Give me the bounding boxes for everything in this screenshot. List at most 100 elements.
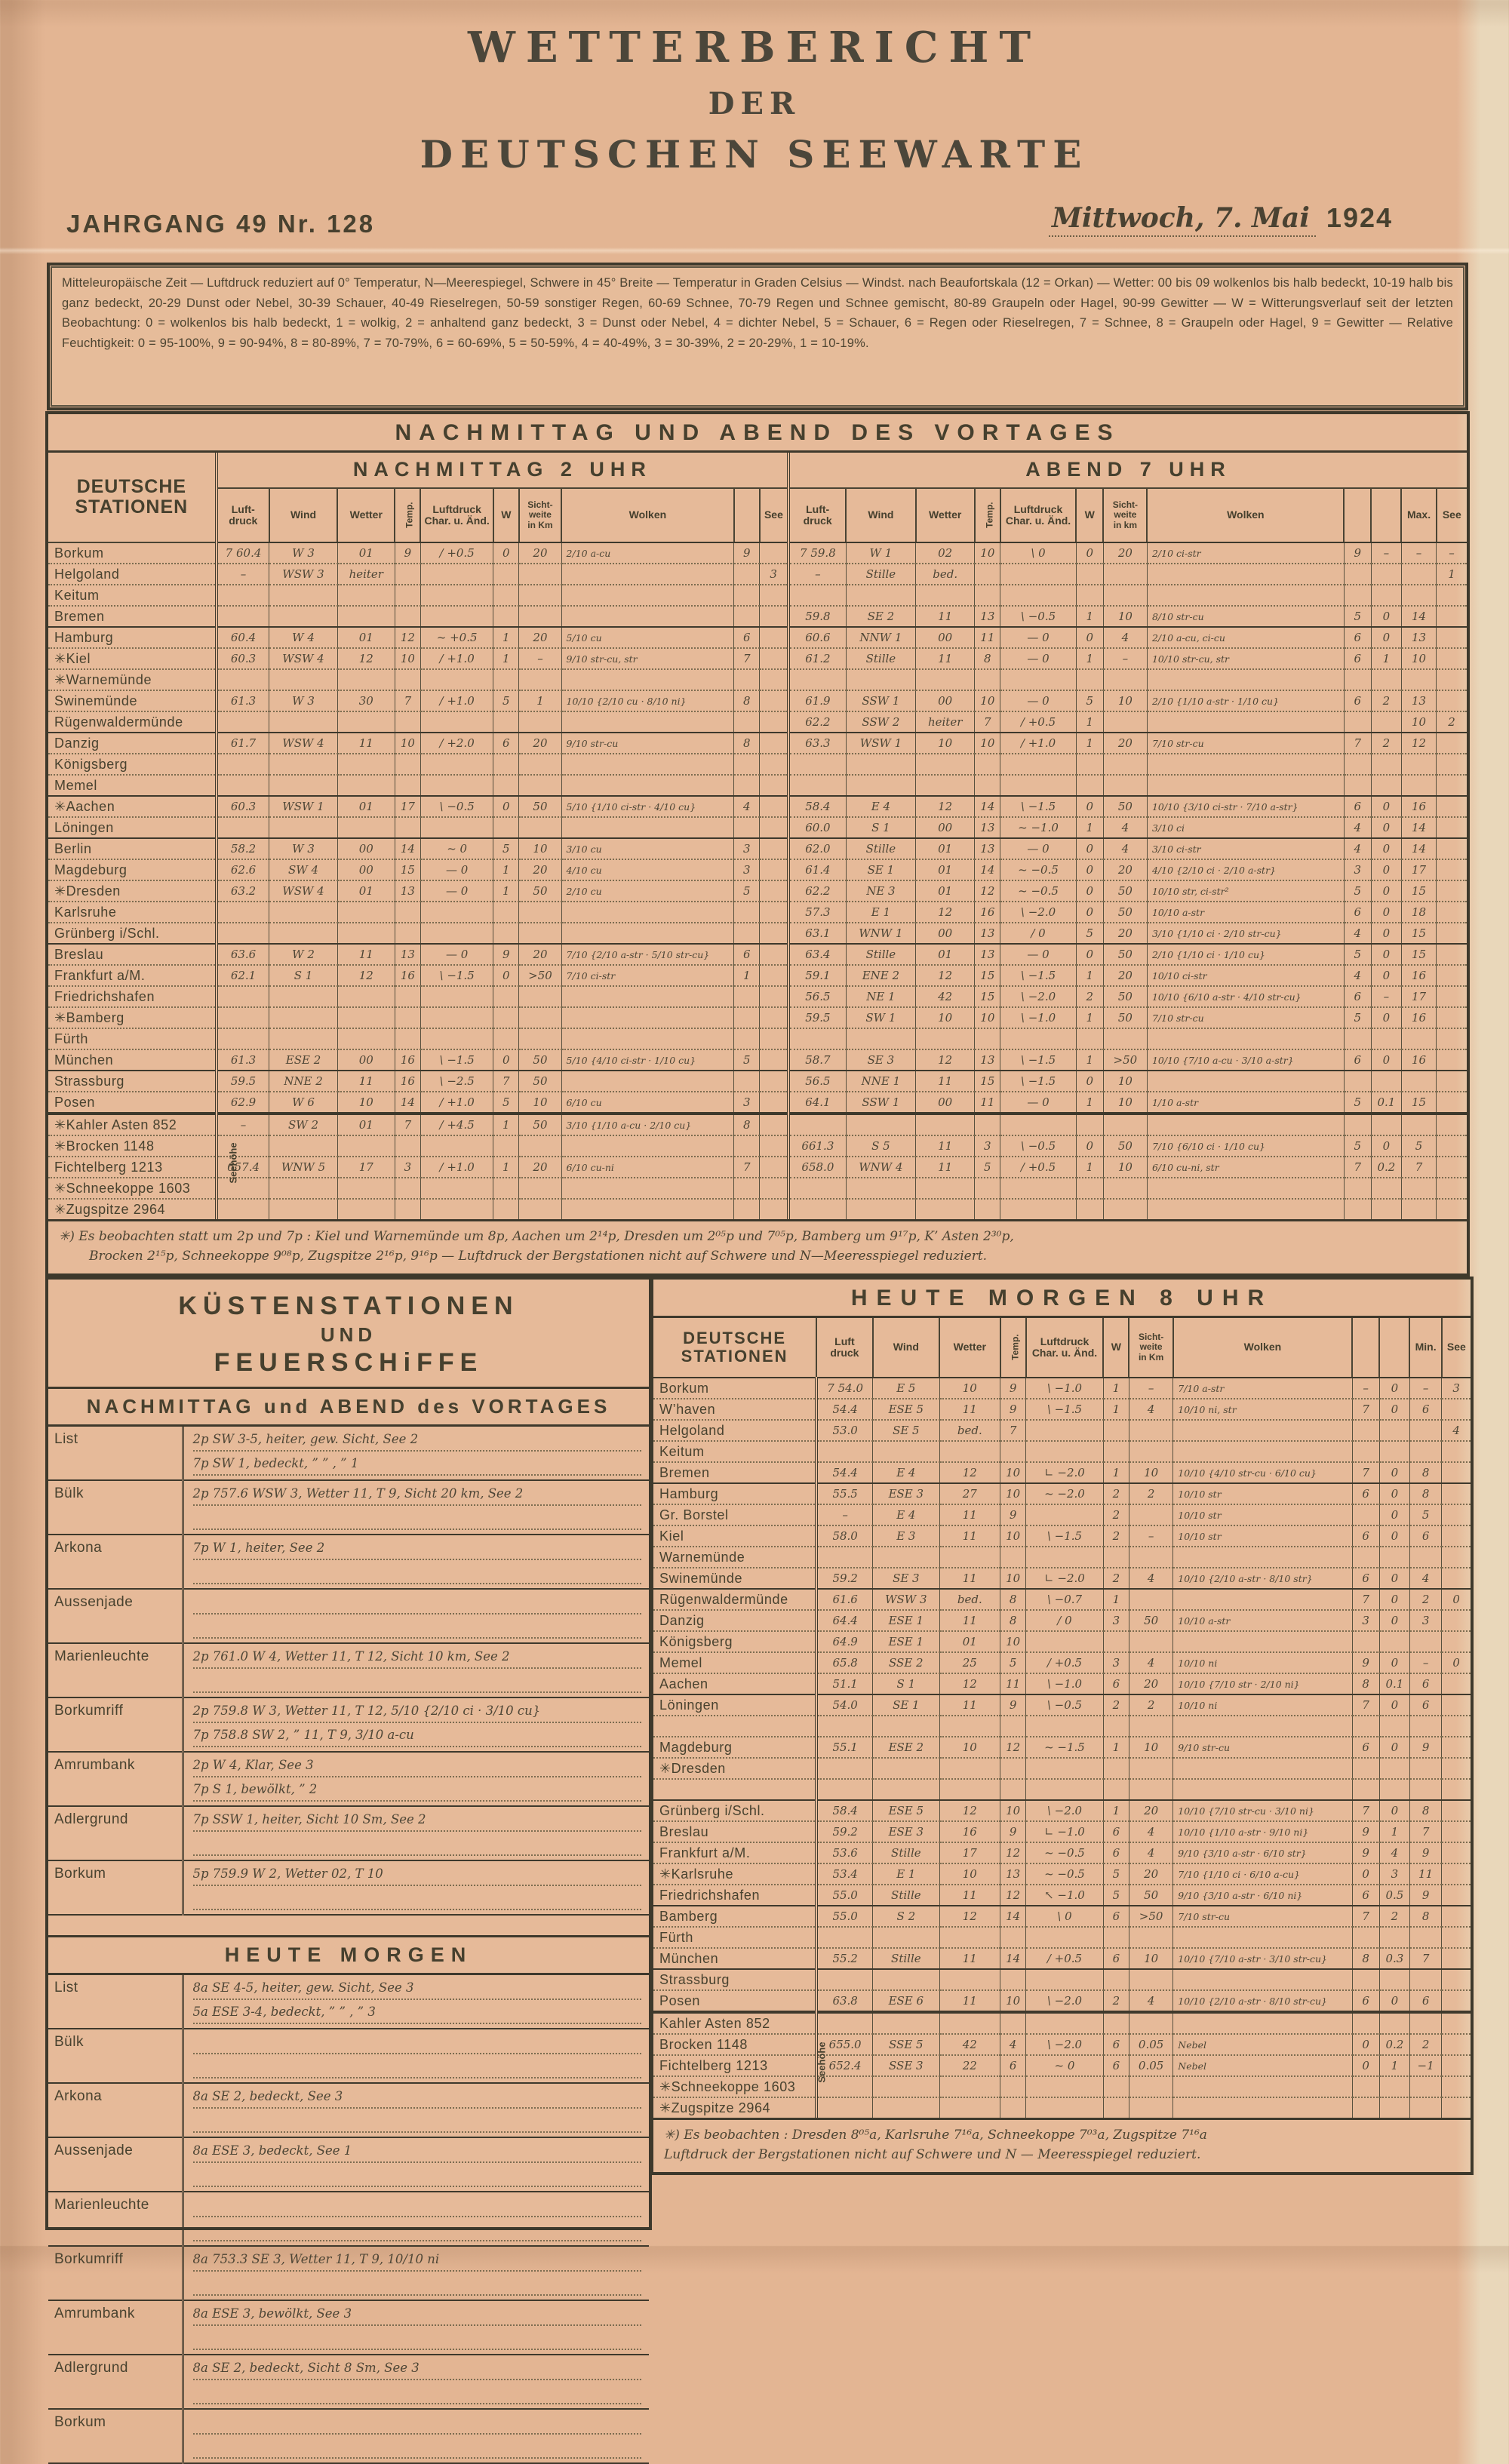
data-cell	[1146, 1114, 1345, 1136]
data-cell	[759, 1135, 789, 1157]
data-cell	[394, 1028, 421, 1050]
station-name: ✳Dresden	[48, 880, 218, 902]
data-cell	[872, 1927, 940, 1949]
data-cell	[337, 1199, 395, 1219]
data-cell: / +1.0	[420, 1157, 493, 1178]
data-cell: 00	[915, 627, 975, 649]
station-name: Frankfurt a/M.	[653, 1842, 819, 1864]
data-cell: 13	[974, 944, 1000, 966]
data-cell	[269, 669, 338, 691]
station-name: ✳Zugspitze 2964	[653, 2097, 819, 2118]
data-cell	[1436, 986, 1467, 1008]
data-cell	[1343, 1071, 1372, 1092]
data-cell	[1436, 690, 1467, 712]
station-row: Friedrichshafen 56.5 NE 1 42 15 \ −2.0 2 50 10/1…	[48, 986, 1467, 1008]
data-cell: 0	[1075, 838, 1104, 860]
data-cell: 2/10 ci-str	[1146, 542, 1345, 564]
data-cell	[518, 1135, 562, 1157]
col-sichtweite: Sicht- weite in Km	[518, 488, 562, 543]
data-cell: 14	[1400, 838, 1437, 860]
station-row: ✳Bamberg 59.5 SW 1 10 10 \ −1.0 1 50 7/10 str-cu…	[48, 1007, 1467, 1029]
data-cell: E 5	[872, 1378, 940, 1399]
data-cell: 10/10 ci-str	[1146, 965, 1345, 987]
data-cell: W 2	[269, 944, 338, 966]
station-name: ✳Warnemünde	[48, 669, 218, 691]
data-cell: NNE 2	[269, 1071, 338, 1092]
data-cell: 12	[915, 796, 975, 818]
data-cell: 55.0	[816, 1906, 873, 1928]
data-cell: SW 2	[269, 1114, 338, 1136]
data-cell: ↖ −1.0	[1025, 1885, 1104, 1906]
data-cell: 6	[1000, 2055, 1026, 2077]
data-cell: 20	[1128, 1673, 1173, 1695]
data-cell	[787, 1028, 847, 1050]
data-cell: 15	[394, 859, 421, 881]
data-cell: 0	[1370, 627, 1402, 649]
data-cell: 1	[1102, 1737, 1129, 1759]
data-cell: \ −2.0	[1000, 986, 1077, 1008]
station-name: Berlin	[48, 838, 218, 860]
data-cell: 0	[1370, 880, 1402, 902]
data-cell	[733, 1071, 760, 1092]
data-cell: 6/10 cu	[561, 1092, 734, 1115]
data-cell	[1378, 1716, 1410, 1737]
data-cell	[1441, 1969, 1471, 1991]
coastal-section-morgen: HEUTE MORGEN	[48, 1934, 649, 1975]
data-cell	[816, 1441, 873, 1463]
col-wetter: Wetter	[337, 488, 395, 543]
data-cell: 7	[1343, 1157, 1372, 1178]
data-cell: 11	[915, 648, 975, 670]
station-name	[653, 1779, 819, 1801]
data-cell: 4	[1343, 817, 1372, 839]
data-cell: 9	[1000, 1399, 1026, 1421]
data-cell: 5	[1343, 880, 1372, 902]
station-row: Danzig 64.4 ESE 1 11 8/ 0 3 50 10/10 a-str 3 0 3	[653, 1610, 1471, 1632]
data-cell	[733, 606, 760, 628]
data-cell: 0	[493, 1049, 519, 1071]
col-wolken: Wolken	[561, 488, 734, 543]
data-cell: \ −1.0	[1025, 1378, 1104, 1399]
data-cell: 5	[974, 1157, 1000, 1178]
data-cell	[1172, 1927, 1353, 1949]
station-row: Rügenwaldermünde 62.2 SSW 2 heiter 7/ +0.5 1 1…	[48, 711, 1467, 733]
station-name: Fichtelberg 1213	[653, 2055, 819, 2077]
data-cell	[759, 1178, 789, 1200]
data-cell: 1	[1075, 965, 1104, 987]
data-cell	[759, 627, 789, 649]
data-cell	[493, 1028, 519, 1050]
station-row: Borkum 7 60.4 W 3 01 9/ +0.5 0 20 2/10 a-cu 9 7 5…	[48, 542, 1467, 564]
station-name: Amrumbank	[48, 2300, 184, 2355]
data-cell: 10/10 ni	[1172, 1694, 1353, 1716]
observation-text: 2p 759.8 W 3, Wetter 11, T 12, 5/10 {2/1…	[182, 1697, 649, 1753]
data-cell	[1436, 775, 1467, 797]
data-cell: 10/10 str	[1172, 1483, 1353, 1505]
data-cell: 20	[1102, 733, 1148, 754]
data-cell: 6	[1102, 2034, 1129, 2056]
data-cell	[1370, 669, 1402, 691]
data-cell: 61.2	[787, 648, 847, 670]
data-cell: 7/10 {1/10 ci · 6/10 a-cu}	[1172, 1863, 1353, 1885]
data-cell: 13	[394, 880, 421, 902]
data-cell	[394, 669, 421, 691]
data-cell	[872, 1758, 940, 1780]
data-cell	[1400, 1199, 1437, 1219]
data-cell	[269, 902, 338, 923]
data-cell	[1128, 2012, 1173, 2035]
data-cell: –	[1370, 542, 1402, 564]
observation-line	[192, 2274, 641, 2296]
data-cell: 1	[1075, 1049, 1104, 1071]
data-cell: 62.2	[787, 711, 847, 733]
data-cell: \ −2.0	[1025, 1800, 1104, 1822]
data-cell	[1400, 1114, 1437, 1136]
station-row	[653, 1716, 1471, 1737]
data-cell	[1075, 585, 1104, 607]
data-cell: 53.6	[816, 1842, 873, 1864]
data-cell	[872, 1441, 940, 1463]
observation-text: 2p SW 3-5, heiter, gew. Sicht, See 2 7p S…	[182, 1426, 649, 1481]
col-luftdruck: Luft druck	[816, 1316, 873, 1378]
observation-text: 8a ESE 3, bewölkt, See 3	[182, 2300, 649, 2355]
data-cell	[269, 585, 338, 607]
data-cell: 6	[1351, 1990, 1380, 2014]
observation-text: 8a SE 2, bedeckt, See 3	[182, 2082, 649, 2138]
data-cell	[1441, 1631, 1471, 1653]
